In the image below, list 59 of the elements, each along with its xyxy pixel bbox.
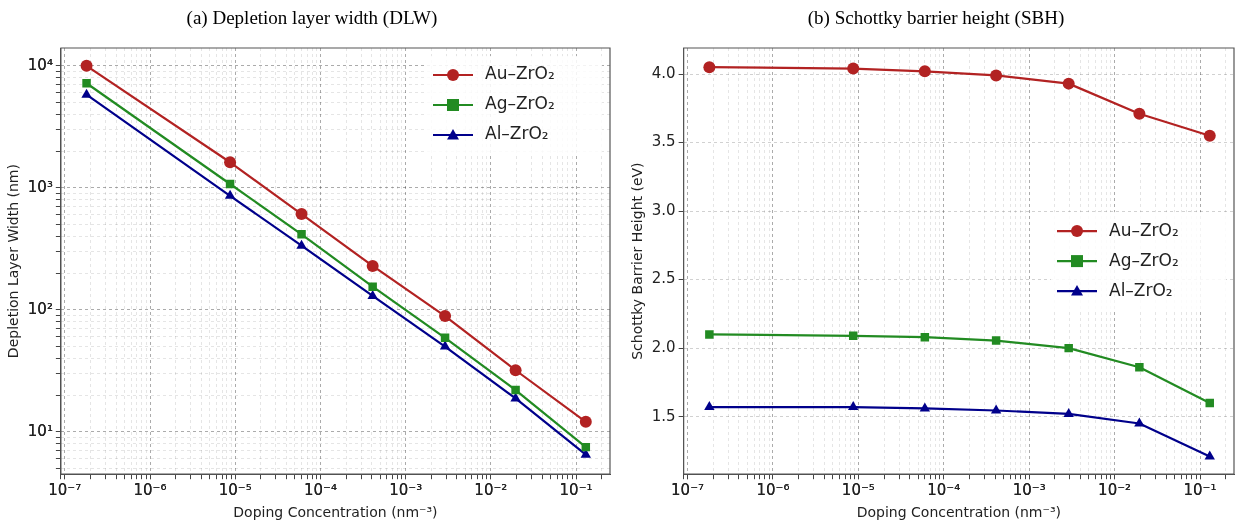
point bbox=[368, 282, 377, 291]
x-tick-label: 10⁻² bbox=[474, 481, 508, 500]
point bbox=[1064, 343, 1073, 353]
point bbox=[918, 65, 931, 78]
point bbox=[224, 189, 236, 199]
point bbox=[439, 310, 452, 323]
x-tick-label: 10⁻¹ bbox=[1183, 481, 1217, 500]
x-tick-label: 10⁻³ bbox=[1012, 481, 1046, 500]
legend-label: Au–ZrO₂ bbox=[485, 63, 555, 84]
x-tick-label: 10⁻² bbox=[1098, 481, 1132, 500]
y-tick-label: 10³ bbox=[27, 177, 53, 196]
y-tick-label: 2.5 bbox=[651, 269, 676, 288]
x-axis-title: Doping Concentration (nm⁻³) bbox=[856, 504, 1061, 521]
y-tick-label: 10² bbox=[27, 299, 53, 318]
y-tick-label: 3.5 bbox=[651, 132, 676, 151]
x-tick-label: 10⁻¹ bbox=[559, 481, 593, 500]
point bbox=[991, 336, 1001, 345]
point bbox=[297, 230, 306, 239]
point bbox=[848, 401, 859, 411]
point bbox=[509, 364, 522, 377]
point bbox=[1133, 107, 1146, 120]
x-tick-label: 10⁻³ bbox=[389, 481, 423, 500]
x-tick-label: 10⁻⁵ bbox=[841, 481, 875, 500]
x-tick-label: 10⁻⁴ bbox=[927, 481, 961, 500]
legend-label: Ag–ZrO₂ bbox=[485, 93, 555, 114]
chart-title: (b) Schottky barrier height (SBH) bbox=[806, 6, 1066, 30]
legend-label: Al–ZrO₂ bbox=[485, 123, 549, 144]
y-tick-label: 1.5 bbox=[651, 406, 676, 425]
x-tick-label: 10⁻⁷ bbox=[671, 481, 705, 500]
chart-title: (a) Depletion layer width (DLW) bbox=[185, 6, 439, 30]
point bbox=[224, 156, 237, 169]
point bbox=[296, 239, 307, 249]
point bbox=[1063, 407, 1074, 417]
y-axis-title: Schottky Barrier Height (eV) bbox=[629, 162, 646, 360]
x-tick-label: 10⁻⁴ bbox=[303, 481, 337, 500]
y-tick-label: 10¹ bbox=[27, 421, 53, 440]
point bbox=[511, 385, 520, 395]
x-tick-label: 10⁻⁵ bbox=[218, 481, 252, 500]
point bbox=[1135, 363, 1144, 372]
y-tick-label: 2.0 bbox=[651, 338, 676, 357]
y-tick-label: 4.0 bbox=[651, 63, 676, 82]
point bbox=[847, 62, 860, 75]
legend-label: Al–ZrO₂ bbox=[1109, 279, 1173, 300]
y-axis-title: Depletion Layer Width (nm) bbox=[5, 164, 22, 359]
x-tick-label: 10⁻⁶ bbox=[756, 481, 790, 500]
point bbox=[579, 415, 592, 428]
y-tick-label: 10⁴ bbox=[27, 55, 53, 74]
point bbox=[1203, 129, 1216, 142]
legend-label: Ag–ZrO₂ bbox=[1109, 249, 1179, 270]
point bbox=[919, 402, 931, 412]
point bbox=[1062, 77, 1075, 90]
x-tick-label: 10⁻⁶ bbox=[133, 481, 167, 500]
point bbox=[990, 69, 1003, 82]
point bbox=[295, 208, 308, 221]
point bbox=[366, 259, 379, 272]
x-axis-title: Doping Concentration (nm⁻³) bbox=[233, 504, 438, 521]
x-tick-label: 10⁻⁷ bbox=[48, 481, 82, 500]
legend-label: Au–ZrO₂ bbox=[1109, 219, 1179, 240]
y-tick-label: 3.0 bbox=[651, 200, 676, 219]
